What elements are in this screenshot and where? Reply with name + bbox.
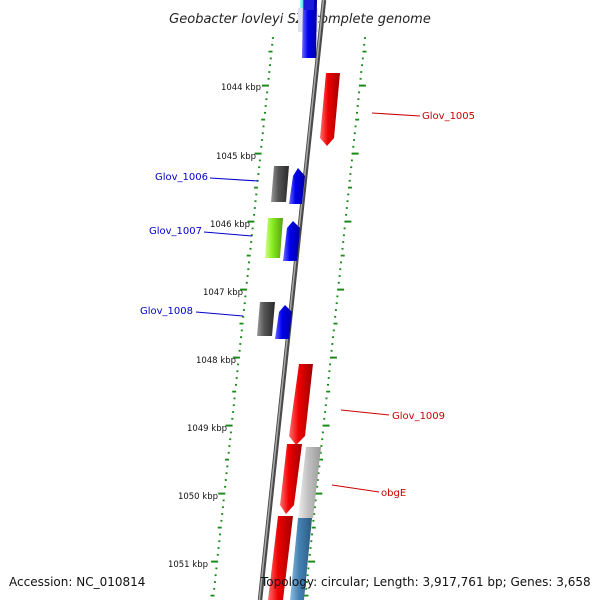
scale-ruler-right xyxy=(304,37,367,597)
gene-glov-1008[interactable] xyxy=(257,302,292,339)
gene-top-blue[interactable] xyxy=(302,0,317,58)
gene-obge[interactable] xyxy=(298,447,321,518)
scale-label: 1046 kbp xyxy=(210,220,250,230)
scale-label: 1044 kbp xyxy=(221,83,261,93)
gene-red-lower[interactable] xyxy=(280,444,302,514)
gene-label-obge[interactable]: obgE xyxy=(381,488,406,499)
scale-label: 1045 kbp xyxy=(216,152,256,162)
gene-red-bottom[interactable] xyxy=(268,516,293,600)
genome-backbone-highlight xyxy=(258,0,325,600)
scale-label: 1050 kbp xyxy=(178,492,218,502)
gene-label-glov-1009[interactable]: Glov_1009 xyxy=(392,411,445,422)
scale-labels: 1044 kbp 1045 kbp 1046 kbp 1047 kbp 1048… xyxy=(168,83,261,570)
gene-label-glov-1008[interactable]: Glov_1008 xyxy=(140,306,193,317)
topology-text: Topology: circular; Length: 3,917,761 bp… xyxy=(260,575,591,589)
gene-label-glov-1007[interactable]: Glov_1007 xyxy=(149,226,202,237)
gene-label-glov-1006[interactable]: Glov_1006 xyxy=(155,172,208,183)
gene-glov-1009[interactable] xyxy=(289,364,313,445)
scale-label: 1049 kbp xyxy=(187,424,227,434)
gene-glov-1006[interactable] xyxy=(271,166,305,204)
scale-label: 1051 kbp xyxy=(168,560,208,570)
gene-steel-blue[interactable] xyxy=(290,518,312,600)
gene-labels: Glov_1005 Glov_1006 Glov_1007 Glov_1008 … xyxy=(140,111,475,499)
label-leaders xyxy=(195,112,421,493)
gene-label-glov-1005[interactable]: Glov_1005 xyxy=(422,111,475,122)
accession-text: Accession: NC_010814 xyxy=(9,575,145,589)
scale-label: 1048 kbp xyxy=(196,356,236,366)
gene-glov-1007[interactable] xyxy=(265,218,300,261)
scale-label: 1047 kbp xyxy=(203,288,243,298)
gene-glov-1005[interactable] xyxy=(320,73,340,146)
